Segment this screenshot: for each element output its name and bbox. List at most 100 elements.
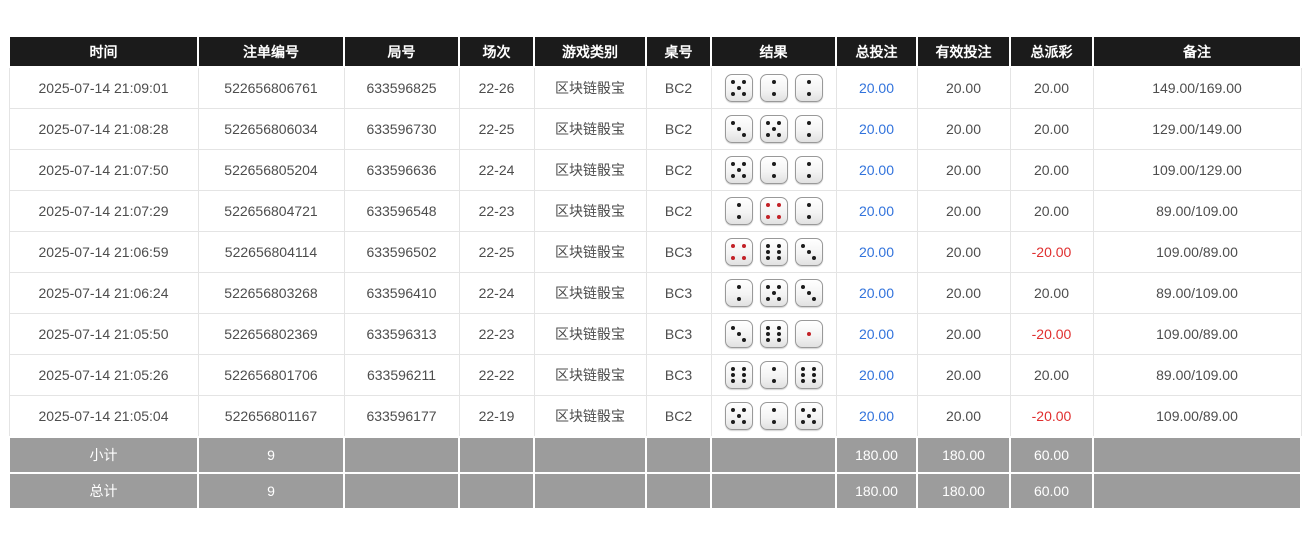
cell-total_payout: 20.00 bbox=[1009, 108, 1094, 150]
subtotal-row-empty-cell bbox=[458, 436, 535, 474]
die-6-icon bbox=[759, 238, 788, 266]
dice-result bbox=[712, 402, 836, 430]
table-row: 2025-07-14 21:09:01 522656806761 633596825… bbox=[8, 66, 1302, 109]
cell-round_id: 633596548 bbox=[343, 190, 460, 232]
cell-total_bet[interactable]: 20.00 bbox=[835, 190, 918, 232]
cell-game_type: 区块链骰宝 bbox=[533, 190, 647, 232]
table-row: 2025-07-14 21:06:24 522656803268 633596410… bbox=[8, 272, 1302, 314]
die-5-icon bbox=[759, 115, 788, 143]
subtotal-row-empty-cell bbox=[645, 436, 712, 474]
table-row: 2025-07-14 21:06:59 522656804114 633596502… bbox=[8, 231, 1302, 273]
cell-session: 22-22 bbox=[458, 354, 535, 396]
die-6-icon bbox=[794, 361, 823, 389]
subtotal-row-empty-cell bbox=[1092, 436, 1302, 474]
total-row-empty-cell bbox=[533, 472, 647, 510]
cell-table_no: BC2 bbox=[645, 108, 712, 150]
total-row-valid_bet: 180.00 bbox=[916, 472, 1011, 510]
cell-total_payout: -20.00 bbox=[1009, 395, 1094, 438]
dice-result bbox=[712, 74, 836, 102]
cell-time: 2025-07-14 21:06:24 bbox=[8, 272, 199, 314]
cell-total_bet[interactable]: 20.00 bbox=[835, 272, 918, 314]
table-row: 2025-07-14 21:05:50 522656802369 633596313… bbox=[8, 313, 1302, 355]
total-row-empty-cell bbox=[458, 472, 535, 510]
total-row-count: 9 bbox=[197, 472, 345, 510]
dice-result bbox=[712, 238, 836, 266]
cell-game_type: 区块链骰宝 bbox=[533, 354, 647, 396]
die-4-icon bbox=[759, 197, 788, 225]
cell-time: 2025-07-14 21:05:04 bbox=[8, 395, 199, 438]
cell-time: 2025-07-14 21:06:59 bbox=[8, 231, 199, 273]
column-header-game_type: 游戏类别 bbox=[533, 35, 647, 68]
cell-result bbox=[710, 354, 837, 396]
table-row: 2025-07-14 21:08:28 522656806034 633596730… bbox=[8, 108, 1302, 150]
subtotal-row-valid_bet: 180.00 bbox=[916, 436, 1011, 474]
die-6-icon bbox=[759, 320, 788, 348]
cell-table_no: BC3 bbox=[645, 354, 712, 396]
column-header-valid_bet: 有效投注 bbox=[916, 35, 1011, 68]
die-2-icon bbox=[794, 197, 823, 225]
cell-session: 22-25 bbox=[458, 108, 535, 150]
die-5-icon bbox=[794, 402, 823, 430]
cell-remark: 149.00/169.00 bbox=[1092, 66, 1302, 109]
die-2-icon bbox=[724, 197, 753, 225]
cell-time: 2025-07-14 21:09:01 bbox=[8, 66, 199, 109]
cell-total_bet[interactable]: 20.00 bbox=[835, 149, 918, 191]
column-header-table_no: 桌号 bbox=[645, 35, 712, 68]
cell-time: 2025-07-14 21:07:29 bbox=[8, 190, 199, 232]
cell-total_bet[interactable]: 20.00 bbox=[835, 108, 918, 150]
cell-result bbox=[710, 108, 837, 150]
cell-total_payout: -20.00 bbox=[1009, 313, 1094, 355]
column-header-remark: 备注 bbox=[1092, 35, 1302, 68]
bet-records-page: 时间 注单编号 局号 场次 游戏类别 桌号 结果 总投注 有效投注 总派彩 备注 2025-07-1… bbox=[8, 35, 1302, 510]
cell-round_id: 633596313 bbox=[343, 313, 460, 355]
cell-remark: 89.00/109.00 bbox=[1092, 354, 1302, 396]
die-5-icon bbox=[724, 74, 753, 102]
die-6-icon bbox=[724, 361, 753, 389]
cell-bet_id: 522656806761 bbox=[197, 66, 345, 109]
cell-table_no: BC3 bbox=[645, 313, 712, 355]
cell-time: 2025-07-14 21:07:50 bbox=[8, 149, 199, 191]
cell-total_bet[interactable]: 20.00 bbox=[835, 231, 918, 273]
cell-remark: 109.00/89.00 bbox=[1092, 231, 1302, 273]
die-2-icon bbox=[759, 402, 788, 430]
die-5-icon bbox=[759, 279, 788, 307]
cell-game_type: 区块链骰宝 bbox=[533, 149, 647, 191]
total-row: 总计 9 180.00 180.00 60.00 bbox=[8, 472, 1302, 510]
die-2-icon bbox=[759, 74, 788, 102]
column-header-session: 场次 bbox=[458, 35, 535, 68]
cell-bet_id: 522656803268 bbox=[197, 272, 345, 314]
total-row-total_bet: 180.00 bbox=[835, 472, 918, 510]
column-header-total_bet: 总投注 bbox=[835, 35, 918, 68]
die-3-icon bbox=[794, 279, 823, 307]
header-row: 时间 注单编号 局号 场次 游戏类别 桌号 结果 总投注 有效投注 总派彩 备注 bbox=[8, 35, 1302, 68]
cell-game_type: 区块链骰宝 bbox=[533, 66, 647, 109]
cell-total_bet[interactable]: 20.00 bbox=[835, 395, 918, 438]
cell-total_bet[interactable]: 20.00 bbox=[835, 313, 918, 355]
cell-total_payout: 20.00 bbox=[1009, 354, 1094, 396]
cell-round_id: 633596636 bbox=[343, 149, 460, 191]
cell-valid_bet: 20.00 bbox=[916, 149, 1011, 191]
die-2-icon bbox=[794, 156, 823, 184]
die-3-icon bbox=[724, 320, 753, 348]
cell-table_no: BC2 bbox=[645, 149, 712, 191]
cell-round_id: 633596177 bbox=[343, 395, 460, 438]
die-2-icon bbox=[759, 156, 788, 184]
die-5-icon bbox=[724, 402, 753, 430]
cell-round_id: 633596211 bbox=[343, 354, 460, 396]
cell-total_bet[interactable]: 20.00 bbox=[835, 354, 918, 396]
cell-game_type: 区块链骰宝 bbox=[533, 272, 647, 314]
bet-records-table: 时间 注单编号 局号 场次 游戏类别 桌号 结果 总投注 有效投注 总派彩 备注 2025-07-1… bbox=[8, 35, 1302, 510]
cell-total_payout: 20.00 bbox=[1009, 66, 1094, 109]
cell-total_payout: -20.00 bbox=[1009, 231, 1094, 273]
cell-session: 22-19 bbox=[458, 395, 535, 438]
cell-bet_id: 522656806034 bbox=[197, 108, 345, 150]
cell-valid_bet: 20.00 bbox=[916, 395, 1011, 438]
cell-total_bet[interactable]: 20.00 bbox=[835, 66, 918, 109]
cell-result bbox=[710, 231, 837, 273]
cell-session: 22-24 bbox=[458, 149, 535, 191]
cell-bet_id: 522656801167 bbox=[197, 395, 345, 438]
die-3-icon bbox=[724, 115, 753, 143]
cell-total_payout: 20.00 bbox=[1009, 272, 1094, 314]
dice-result bbox=[712, 279, 836, 307]
column-header-bet_id: 注单编号 bbox=[197, 35, 345, 68]
